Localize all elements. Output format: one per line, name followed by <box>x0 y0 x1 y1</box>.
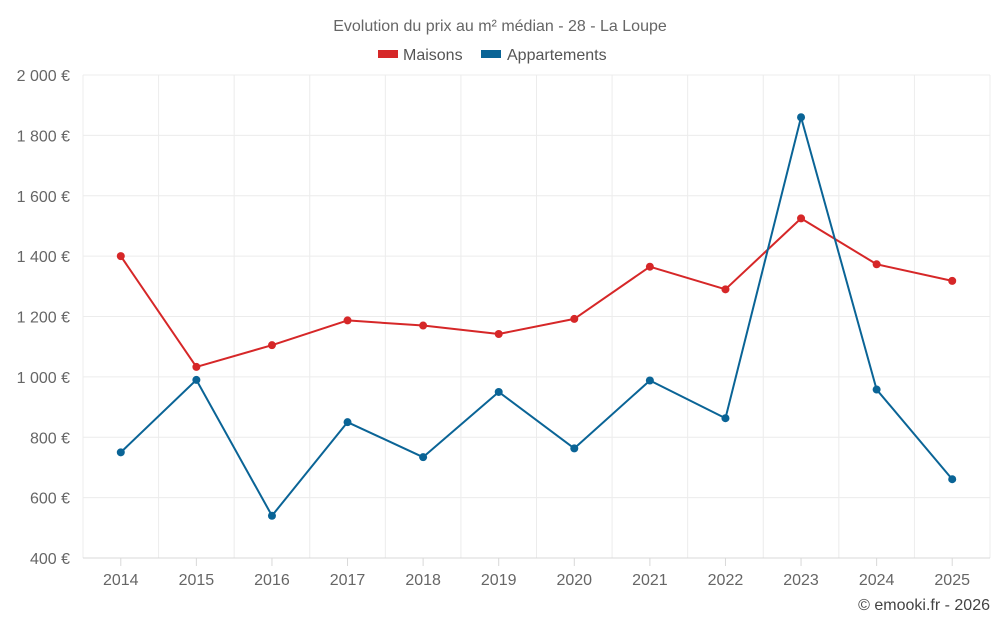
y-tick-label-2000: 2 000 € <box>17 68 70 85</box>
chart-title: Evolution du prix au m² médian - 28 - La… <box>333 18 667 35</box>
data-point-appartements-2024 <box>872 385 881 394</box>
data-point-maisons-2016 <box>267 341 276 350</box>
data-point-appartements-2023 <box>797 113 806 122</box>
y-tick-label-1400: 1 400 € <box>17 249 70 266</box>
y-tick-label-800: 800 € <box>30 430 70 447</box>
data-point-maisons-2018 <box>419 321 428 330</box>
data-point-appartements-2021 <box>645 376 654 385</box>
x-tick-label-2014: 2014 <box>103 572 139 589</box>
data-point-appartements-2018 <box>419 453 428 462</box>
data-point-maisons-2023 <box>797 214 806 223</box>
data-point-maisons-2015 <box>192 362 201 371</box>
x-tick-label-2024: 2024 <box>859 572 895 589</box>
data-point-appartements-2015 <box>192 375 201 384</box>
y-tick-label-1200: 1 200 € <box>17 310 70 327</box>
series <box>116 113 957 520</box>
data-point-maisons-2020 <box>570 314 579 323</box>
x-tick-label-2015: 2015 <box>179 572 215 589</box>
data-point-maisons-2021 <box>645 262 654 271</box>
x-tick-label-2017: 2017 <box>330 572 366 589</box>
data-point-maisons-2025 <box>948 276 957 285</box>
data-point-appartements-2019 <box>494 387 503 396</box>
x-tick-label-2022: 2022 <box>708 572 744 589</box>
legend[interactable]: Maisons Appartements <box>378 47 607 64</box>
legend-label-maisons[interactable]: Maisons <box>403 47 463 64</box>
x-tick-label-2021: 2021 <box>632 572 668 589</box>
data-point-maisons-2014 <box>116 252 125 261</box>
series-line-maisons <box>119 217 953 368</box>
x-tick-label-2025: 2025 <box>934 572 970 589</box>
data-point-maisons-2022 <box>721 285 730 294</box>
x-tick-label-2020: 2020 <box>556 572 592 589</box>
data-point-maisons-2019 <box>494 330 503 339</box>
y-tick-label-400: 400 € <box>30 551 70 568</box>
legend-swatch-maisons[interactable] <box>378 50 398 58</box>
x-tick-label-2016: 2016 <box>254 572 290 589</box>
data-point-maisons-2024 <box>872 260 881 269</box>
legend-label-appartements[interactable]: Appartements <box>507 47 607 64</box>
y-tick-label-1000: 1 000 € <box>17 370 70 387</box>
credit-text: © emooki.fr - 2026 <box>858 597 990 614</box>
data-point-appartements-2016 <box>267 511 276 520</box>
legend-swatch-appartements[interactable] <box>481 50 501 58</box>
y-tick-label-1800: 1 800 € <box>17 128 70 145</box>
data-point-appartements-2022 <box>721 414 730 423</box>
data-point-appartements-2025 <box>948 475 957 484</box>
y-tick-label-600: 600 € <box>30 491 70 508</box>
x-tick-label-2019: 2019 <box>481 572 517 589</box>
data-point-appartements-2020 <box>570 444 579 453</box>
data-point-maisons-2017 <box>343 316 352 325</box>
x-tick-label-2023: 2023 <box>783 572 819 589</box>
y-tick-label-1600: 1 600 € <box>17 189 70 206</box>
grid <box>82 74 991 559</box>
data-point-appartements-2014 <box>116 448 125 457</box>
data-point-appartements-2017 <box>343 418 352 427</box>
series-line-appartements <box>120 116 953 517</box>
x-axis-ticks: 2014 2015 2016 2017 2018 2019 2020 2021 2022 2023… <box>103 558 970 589</box>
y-axis-ticks: 400 € 600 € 800 € 1 000 € 1 200 € 1 400 € 1 60… <box>17 68 70 568</box>
x-tick-label-2018: 2018 <box>405 572 441 589</box>
